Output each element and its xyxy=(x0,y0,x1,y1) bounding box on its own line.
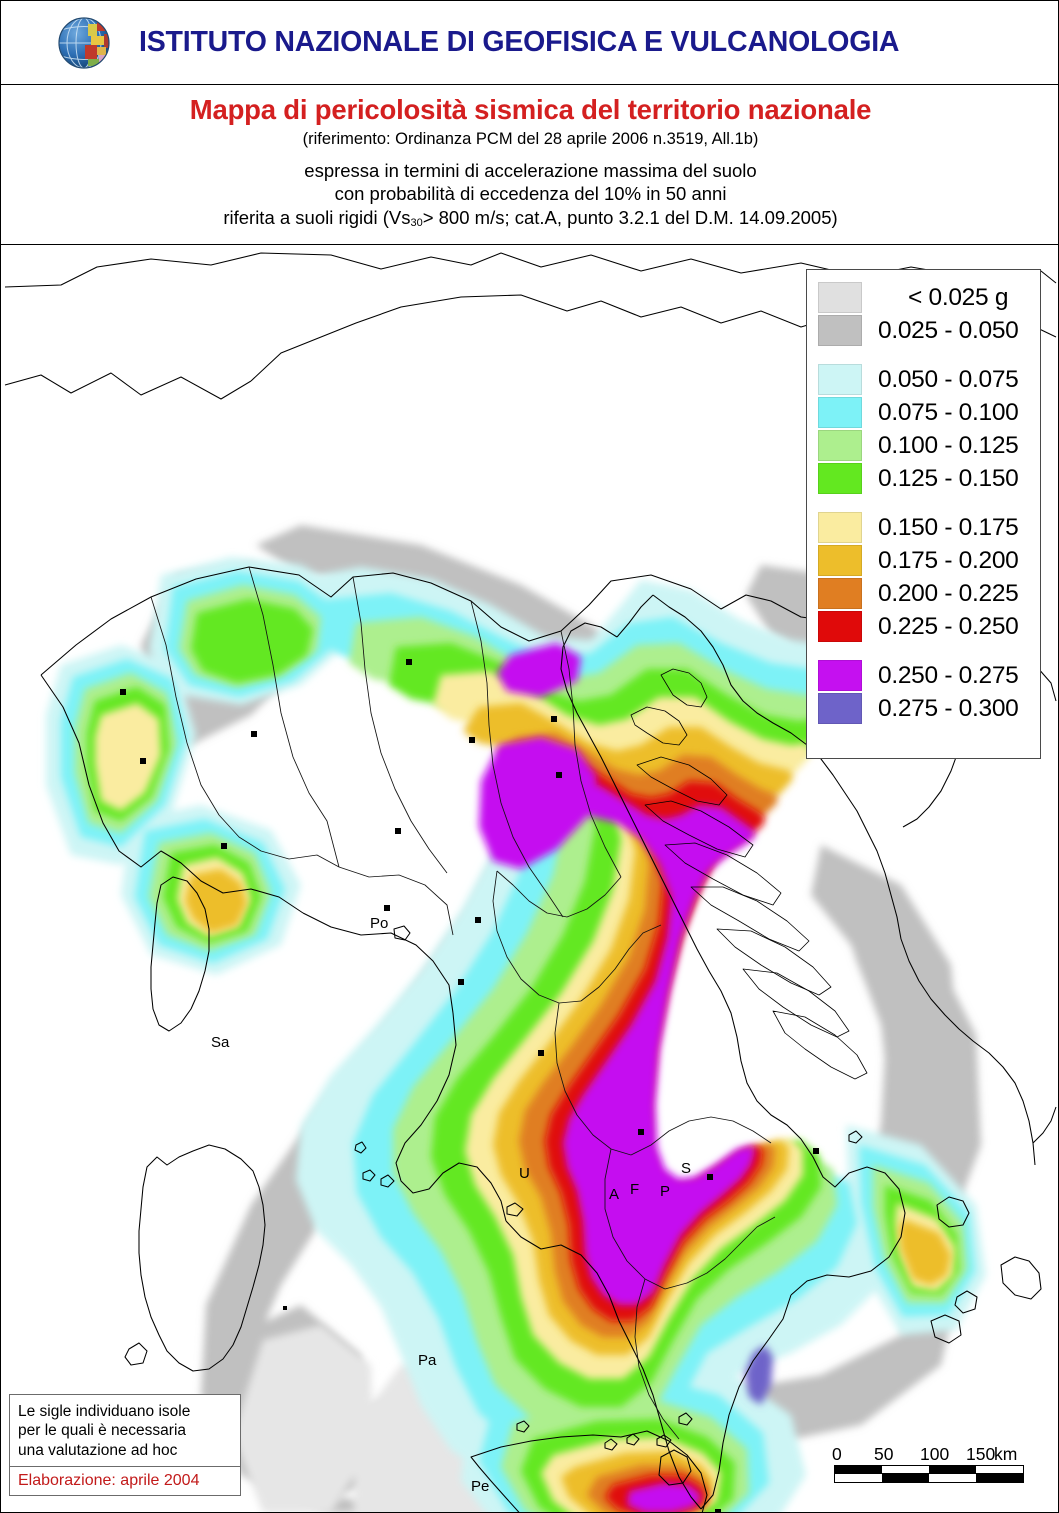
island-note-box: Le sigle individuano isole per le quali … xyxy=(9,1394,241,1497)
note-text: Le sigle individuano isole per le quali … xyxy=(10,1395,240,1466)
island-label-f: F xyxy=(630,1181,640,1198)
legend-item-label: 0.100 - 0.125 xyxy=(878,431,1019,459)
legend-color-swatch xyxy=(818,693,862,724)
legend-color-swatch xyxy=(818,282,862,313)
island-label-p: P xyxy=(660,1183,671,1200)
legend-color-swatch xyxy=(818,463,862,494)
legend-group-gap xyxy=(818,643,1040,659)
legend-item-label: 0.175 - 0.200 xyxy=(878,546,1019,574)
legend-item-label: 0.050 - 0.075 xyxy=(878,365,1019,393)
legend-item-label: 0.225 - 0.250 xyxy=(878,612,1019,640)
hazard-legend[interactable]: < 0.025 g 0.025 - 0.050 0.050 - 0.075 0.075… xyxy=(806,269,1041,759)
hazard-band-0.250-0.275 xyxy=(479,643,755,1512)
description-text: espressa in termini di accelerazione mas… xyxy=(1,159,1058,230)
island-label-sa: Sa xyxy=(211,1034,230,1051)
desc3-a: riferita a suoli rigidi (Vs xyxy=(223,207,411,229)
legend-item[interactable]: 0.125 - 0.150 xyxy=(818,462,1040,495)
legend-color-swatch xyxy=(818,512,862,543)
island-label-po: Po xyxy=(370,915,389,932)
scale-tick-50: 50 xyxy=(874,1444,894,1464)
scale-seg xyxy=(882,1466,929,1473)
legend-item-label: 0.025 - 0.050 xyxy=(878,316,1019,344)
legend-color-swatch xyxy=(818,660,862,691)
legend-item[interactable]: 0.200 - 0.225 xyxy=(818,577,1040,610)
scale-unit-label: km xyxy=(994,1444,1018,1464)
scale-seg xyxy=(976,1474,1023,1482)
vs30-subscript: 30 xyxy=(410,217,423,230)
legend-color-swatch xyxy=(818,545,862,576)
title-block: Mappa di pericolosità sismica del territ… xyxy=(1,85,1058,245)
organization-title: ISTITUTO NAZIONALE DI GEOFISICA E VULCAN… xyxy=(139,26,900,58)
legend-item[interactable]: 0.100 - 0.125 xyxy=(818,429,1040,462)
legend-item[interactable]: 0.150 - 0.175 xyxy=(818,511,1040,544)
legend-color-swatch xyxy=(818,611,862,642)
legend-item-label: 0.200 - 0.225 xyxy=(878,579,1019,607)
legend-item[interactable]: 0.075 - 0.100 xyxy=(818,396,1040,429)
scale-seg xyxy=(835,1474,882,1482)
scale-seg xyxy=(976,1466,1023,1473)
note-line-3: una valutazione ad hoc xyxy=(18,1441,178,1459)
description-line-1: espressa in termini di accelerazione mas… xyxy=(304,159,757,181)
legend-color-swatch xyxy=(818,315,862,346)
note-divider xyxy=(10,1466,240,1468)
legend-item[interactable]: 0.050 - 0.075 xyxy=(818,363,1040,396)
island-label-pa: Pa xyxy=(418,1352,437,1369)
globe-logo-icon xyxy=(55,12,117,74)
legend-item-label: 0.150 - 0.175 xyxy=(878,513,1019,541)
legend-item[interactable]: 0.275 - 0.300 xyxy=(818,692,1040,725)
legend-item[interactable]: 0.250 - 0.275 xyxy=(818,659,1040,692)
reference-subtitle: (riferimento: Ordinanza PCM del 28 april… xyxy=(302,129,759,148)
page-header: ISTITUTO NAZIONALE DI GEOFISICA E VULCAN… xyxy=(1,1,1058,85)
legend-item[interactable]: 0.225 - 0.250 xyxy=(818,610,1040,643)
legend-color-swatch xyxy=(818,430,862,461)
desc3-b: > 800 m/s; cat.A, punto 3.2.1 del D.M. 1… xyxy=(422,207,838,229)
island-label-a: A xyxy=(609,1186,620,1203)
legend-item-label: 0.275 - 0.300 xyxy=(878,694,1019,722)
hazard-band-0.275-0.300 xyxy=(745,1345,773,1405)
legend-group-gap xyxy=(818,495,1040,511)
scale-tick-0: 0 xyxy=(832,1444,842,1464)
note-line-1: Le sigle individuano isole xyxy=(18,1403,191,1420)
scale-seg xyxy=(929,1466,976,1473)
scale-bar: 0 50 100 150 km xyxy=(832,1444,1049,1483)
elaboration-date: Elaborazione: aprile 2004 xyxy=(18,1472,200,1490)
legend-item[interactable]: 0.175 - 0.200 xyxy=(818,544,1040,577)
legend-item-label: 0.075 - 0.100 xyxy=(878,398,1019,426)
legend-item[interactable]: < 0.025 g xyxy=(818,281,1040,314)
scale-tick-labels: 0 50 100 150 km xyxy=(832,1444,1049,1465)
legend-group-gap xyxy=(818,347,1040,363)
island-label-u: U xyxy=(519,1165,530,1182)
legend-item[interactable]: 0.025 - 0.050 xyxy=(818,314,1040,347)
scale-bar-row-bottom xyxy=(834,1474,1024,1483)
legend-color-swatch xyxy=(818,578,862,609)
page-title: Mappa di pericolosità sismica del territ… xyxy=(189,94,872,125)
island-label-s: S xyxy=(681,1160,692,1177)
legend-color-swatch xyxy=(818,364,862,395)
description-line-2: con probabilità di eccedenza del 10% in … xyxy=(334,183,727,205)
scale-tick-150: 150 xyxy=(966,1444,996,1464)
scale-seg xyxy=(882,1474,929,1482)
legend-item-label: 0.250 - 0.275 xyxy=(878,661,1019,689)
city-markers xyxy=(120,659,819,1512)
scale-seg xyxy=(835,1466,882,1473)
scale-tick-100: 100 xyxy=(920,1444,950,1464)
legend-color-swatch xyxy=(818,397,862,428)
scale-seg xyxy=(929,1474,976,1482)
island-label-pe: Pe xyxy=(471,1478,490,1495)
note-line-2: per le quali è necessaria xyxy=(18,1422,187,1440)
scale-bar-row-top xyxy=(834,1465,1024,1474)
description-line-3: riferita a suoli rigidi (Vs30> 800 m/s; … xyxy=(1,206,1058,230)
legend-item-label: 0.125 - 0.150 xyxy=(878,464,1019,492)
legend-item-label: < 0.025 g xyxy=(908,283,1009,311)
